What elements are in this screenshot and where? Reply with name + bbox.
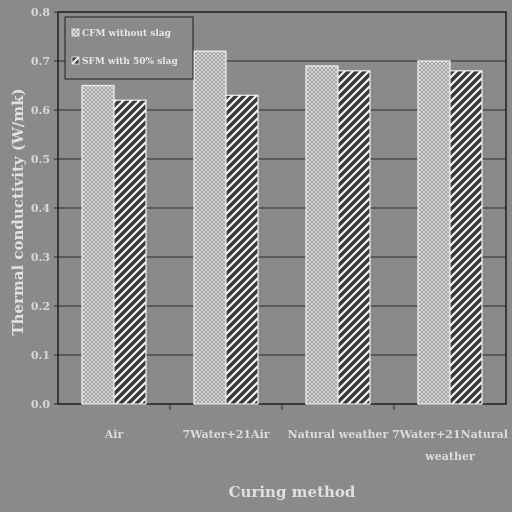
y-tick-label: 0.2 [31, 300, 50, 313]
x-axis-label: Curing method [229, 483, 356, 501]
legend: CFM without slag SFM with 50% slag [64, 16, 194, 80]
bar-cfm-0 [81, 84, 115, 405]
bar-sfm-0 [113, 99, 147, 405]
y-tick-label: 0.8 [31, 6, 50, 19]
x-category-label: 7Water+21Natural [392, 428, 508, 441]
bar-cfm-2 [305, 65, 339, 405]
legend-swatch-cfm [71, 28, 80, 37]
x-axis-categories: Air 7Water+21Air Natural weather 7Water+21N… [104, 404, 508, 463]
bar-sfm-2 [337, 70, 371, 405]
x-category-label: Natural weather [288, 428, 389, 441]
bar-cfm-1 [193, 50, 227, 405]
legend-label-sfm: SFM with 50% slag [82, 57, 179, 67]
x-category-label: Air [104, 428, 124, 441]
y-tick-label: 0.0 [31, 398, 50, 411]
bar-sfm-3 [449, 70, 483, 405]
y-tick-label: 0.6 [31, 104, 50, 117]
legend-swatch-sfm [71, 56, 80, 65]
bar-sfm-1 [225, 94, 259, 405]
x-category-label: weather [424, 450, 475, 463]
y-axis-ticks: 0.0 0.1 0.2 0.3 0.4 0.5 0.6 0.7 0.8 [31, 6, 58, 411]
y-tick-label: 0.7 [31, 55, 50, 68]
legend-label-cfm: CFM without slag [82, 29, 172, 39]
bars [81, 50, 483, 405]
y-tick-label: 0.1 [31, 349, 50, 362]
legend-box [64, 16, 194, 80]
y-tick-label: 0.4 [31, 202, 50, 215]
y-tick-label: 0.5 [31, 153, 50, 166]
y-tick-label: 0.3 [31, 251, 50, 264]
x-category-label: 7Water+21Air [182, 428, 269, 441]
bar-cfm-3 [417, 60, 451, 405]
y-axis-label: Thermal conductivity (W/mk) [9, 88, 27, 335]
